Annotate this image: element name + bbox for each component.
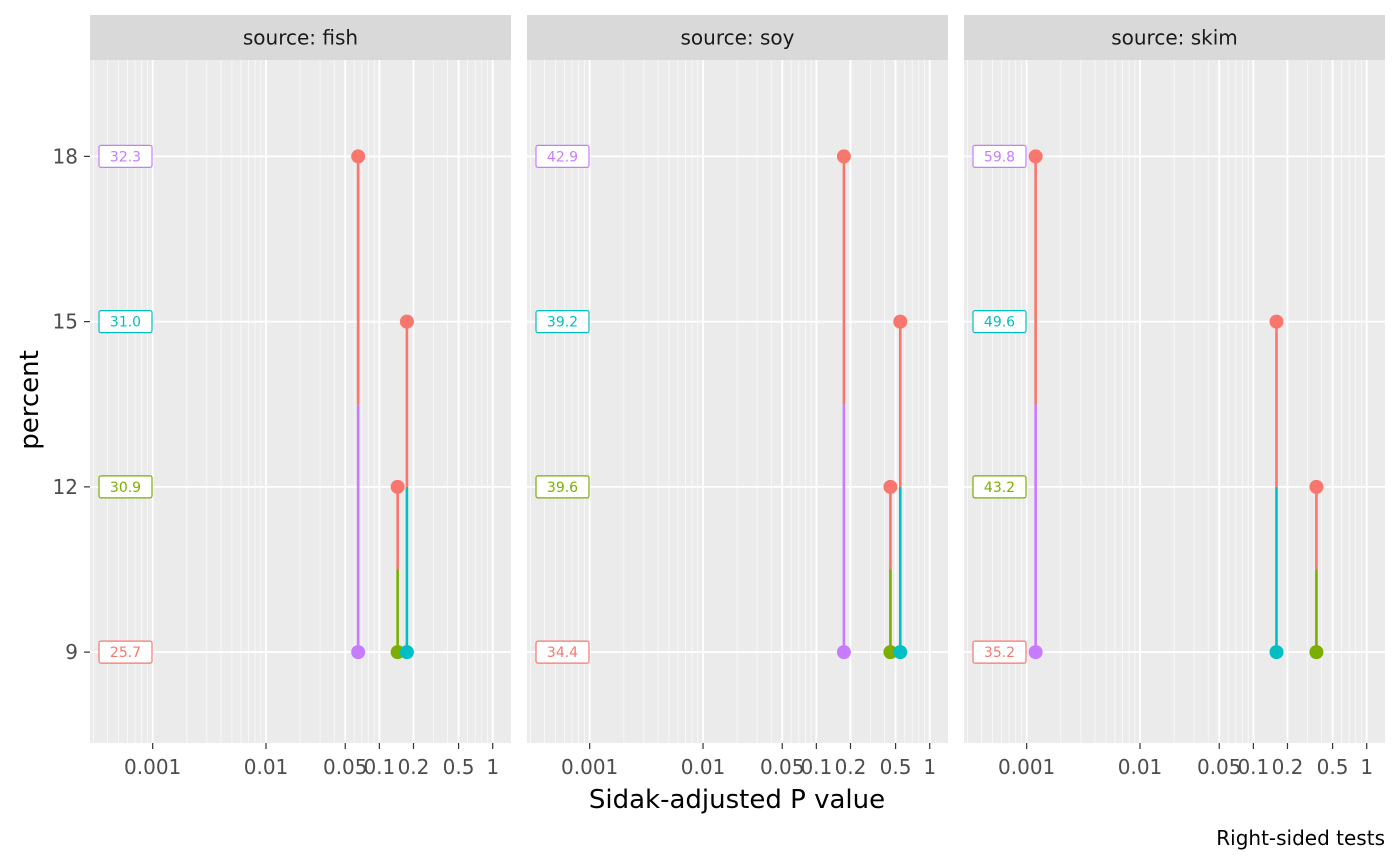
y-tick-label: 12 xyxy=(53,475,78,499)
comparison-point xyxy=(1309,645,1324,660)
estimate-label: 49.6 xyxy=(984,315,1015,331)
estimate-label: 30.9 xyxy=(110,480,141,496)
estimate-label-box xyxy=(535,640,590,664)
x-tick-label: 0.05 xyxy=(760,755,805,779)
estimate-label-box xyxy=(535,310,590,334)
estimate-label-box xyxy=(972,310,1027,334)
x-axis-title: Sidak-adjusted P value xyxy=(589,785,885,815)
estimate-label: 39.6 xyxy=(547,480,578,496)
x-tick-label: 0.05 xyxy=(1197,755,1242,779)
estimate-label-box xyxy=(535,475,590,499)
comparison-point xyxy=(883,479,898,494)
facet-panel-2: source: soy 0.001 0.01 0.050.1 0.2 0.5 1 42.9 39… xyxy=(527,15,948,779)
comparison-point xyxy=(893,645,908,660)
x-tick-label: 0.001 xyxy=(561,755,618,779)
comparison-point xyxy=(1269,645,1284,660)
y-axis: 9 12 15 18 xyxy=(53,144,90,664)
x-tick-label: 0.5 xyxy=(1317,755,1349,779)
x-tick-label: 0.2 xyxy=(835,755,867,779)
estimate-label-box xyxy=(98,475,153,499)
x-tick-label: 0.2 xyxy=(398,755,430,779)
x-tick-label: 0.05 xyxy=(323,755,368,779)
caption: Right-sided tests xyxy=(1216,826,1385,850)
x-tick-label: 0.1 xyxy=(1237,755,1269,779)
y-tick-label: 15 xyxy=(53,310,78,334)
facet-strip xyxy=(527,15,948,60)
estimate-label: 34.4 xyxy=(547,645,578,661)
estimate-label-box xyxy=(98,640,153,664)
estimate-label: 43.2 xyxy=(984,480,1015,496)
comparison-point xyxy=(836,645,851,660)
x-tick-label: 0.2 xyxy=(1272,755,1304,779)
x-tick-label: 0.1 xyxy=(800,755,832,779)
estimate-label: 31.0 xyxy=(110,315,141,331)
comparison-point xyxy=(399,645,414,660)
estimate-label: 39.2 xyxy=(547,315,578,331)
comparison-point xyxy=(893,314,908,329)
x-tick-label: 0.1 xyxy=(363,755,395,779)
estimate-label-box xyxy=(972,640,1027,664)
y-axis-title: percent xyxy=(15,350,45,450)
x-tick-label: 0.01 xyxy=(1118,755,1163,779)
comparison-point xyxy=(351,149,366,164)
x-tick-label: 0.01 xyxy=(244,755,289,779)
x-tick-label: 0.01 xyxy=(681,755,726,779)
facet-strip-label: source: soy xyxy=(680,26,794,50)
x-tick-label: 1 xyxy=(486,755,499,779)
facet-strip-label: source: skim xyxy=(1111,26,1238,50)
comparison-point xyxy=(1309,479,1324,494)
comparison-point xyxy=(883,645,898,660)
estimate-label: 42.9 xyxy=(547,149,578,165)
comparison-point xyxy=(399,314,414,329)
x-tick-label: 0.5 xyxy=(443,755,475,779)
comparison-point xyxy=(1028,645,1043,660)
estimate-label: 25.7 xyxy=(110,645,141,661)
comparison-point xyxy=(1028,149,1043,164)
comparison-point xyxy=(390,479,405,494)
estimate-label-box xyxy=(535,144,590,168)
comparison-point xyxy=(351,645,366,660)
facet-strip-label: source: fish xyxy=(243,26,358,50)
estimate-label-box xyxy=(972,475,1027,499)
facet-strip xyxy=(964,15,1385,60)
x-tick-label: 0.001 xyxy=(124,755,181,779)
x-tick-label: 1 xyxy=(923,755,936,779)
estimate-label: 59.8 xyxy=(984,149,1015,165)
x-tick-label: 1 xyxy=(1360,755,1373,779)
x-tick-label: 0.5 xyxy=(880,755,912,779)
facet-panel-3: source: skim 0.001 0.01 0.050.1 0.2 0.5 1 59.8 4… xyxy=(964,15,1385,779)
y-tick-label: 9 xyxy=(65,640,78,664)
estimate-label-box xyxy=(98,144,153,168)
x-tick-label: 0.001 xyxy=(998,755,1055,779)
y-tick-label: 18 xyxy=(53,144,78,168)
estimate-label-box xyxy=(98,310,153,334)
estimate-label-box xyxy=(972,144,1027,168)
estimate-label: 32.3 xyxy=(110,149,141,165)
facet-panel-1: source: fish 0.001 0.01 0.050.1 0.2 0.5 1 32.3 3… xyxy=(90,15,511,779)
facet-strip xyxy=(90,15,511,60)
estimate-label: 35.2 xyxy=(984,645,1015,661)
comparison-point xyxy=(836,149,851,164)
comparison-point xyxy=(1269,314,1284,329)
